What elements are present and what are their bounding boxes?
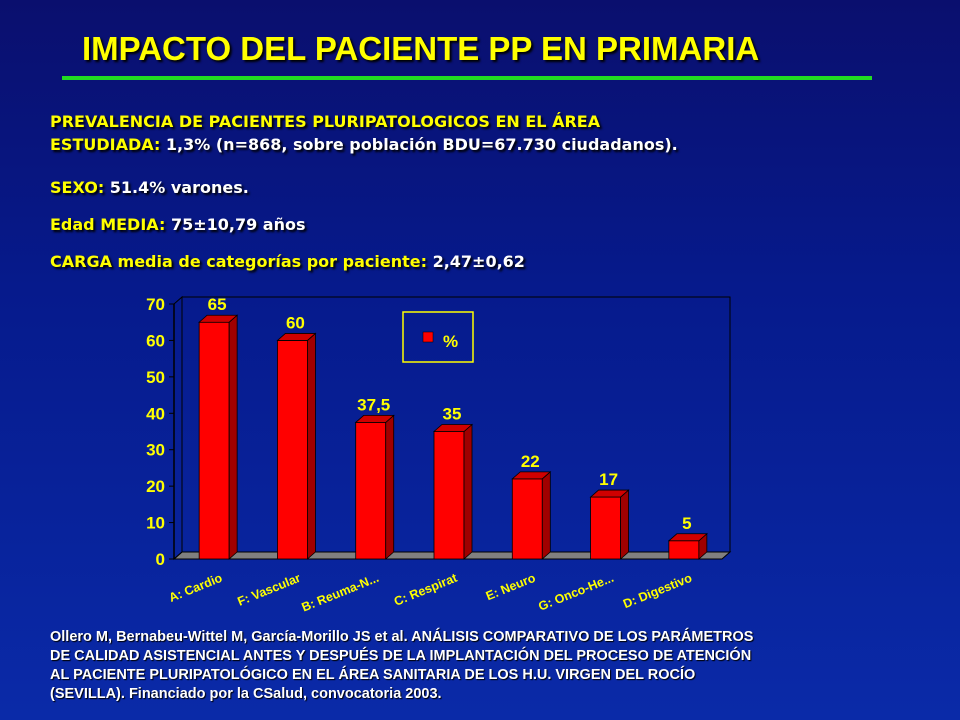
- bar-side: [228, 314, 238, 560]
- page-title: IMPACTO DEL PACIENTE PP EN PRIMARIA: [82, 30, 760, 67]
- bar: [668, 540, 700, 560]
- legend-label: %: [443, 332, 458, 351]
- x-tick-label: B: Reuma-N...: [300, 571, 381, 615]
- age-line: Edad MEDIA: 75±10,79 años: [50, 213, 890, 236]
- reference-line: DE CALIDAD ASISTENCIAL ANTES Y DESPUÉS D…: [50, 648, 752, 664]
- data-label: 5: [682, 514, 691, 533]
- y-tick-label: 0: [156, 550, 165, 569]
- bar-top: [432, 424, 474, 432]
- reference-line: AL PACIENTE PLURIPATOLÓGICO EN EL ÁREA S…: [50, 667, 696, 683]
- data-label: 17: [599, 470, 618, 489]
- age-label: Edad MEDIA:: [50, 215, 166, 234]
- sex-label: SEXO:: [50, 178, 105, 197]
- data-label: 60: [286, 313, 305, 332]
- x-tick-label: D: Digestivo: [621, 571, 694, 611]
- data-label: 37,5: [357, 395, 390, 414]
- bar-side: [620, 489, 629, 560]
- bar-top: [511, 471, 552, 480]
- x-tick-label: C: Respirat: [392, 570, 460, 608]
- prevalence-label-2: ESTUDIADA:: [50, 135, 161, 154]
- y-tick-label: 60: [146, 331, 165, 350]
- plot-side-wall: [173, 295, 183, 561]
- y-tick-label: 10: [146, 514, 165, 533]
- sex-value: 51.4% varones.: [104, 178, 249, 197]
- bar: [511, 478, 543, 560]
- bar-top: [198, 314, 239, 323]
- prevalence-label: PREVALENCIA DE PACIENTES PLURIPATOLOGICO…: [50, 112, 601, 131]
- reference-line: Ollero M, Bernabeu-Wittel M, García-Mori…: [50, 629, 754, 645]
- sex-line: SEXO: 51.4% varones.: [50, 176, 890, 199]
- y-tick-label: 40: [146, 404, 165, 423]
- data-label: 35: [443, 405, 462, 424]
- y-tick-label: 50: [146, 368, 165, 387]
- x-tick-label: A: Cardio: [167, 571, 225, 605]
- bar: [355, 421, 387, 560]
- bar: [590, 496, 621, 560]
- bar: [277, 340, 308, 560]
- load-line: CARGA media de categorías por paciente: …: [50, 250, 890, 273]
- age-value: 75±10,79 años: [165, 215, 306, 234]
- load-value: 2,47±0,62: [427, 252, 525, 271]
- bar-top: [354, 414, 395, 423]
- x-tick-label: F: Vascular: [235, 571, 302, 609]
- x-tick-label: G: Onco-He...: [536, 571, 615, 614]
- bar-side: [463, 423, 473, 560]
- y-tick-label: 70: [146, 295, 165, 314]
- bar: [198, 321, 230, 560]
- y-tick-label: 30: [146, 441, 165, 460]
- bar-top: [589, 489, 630, 498]
- x-tick-label: E: Neuro: [484, 571, 538, 604]
- load-label: CARGA media de categorías por paciente:: [50, 252, 427, 271]
- prevalence-block: PREVALENCIA DE PACIENTES PLURIPATOLOGICO…: [50, 110, 890, 156]
- y-tick-label: 20: [146, 477, 165, 496]
- bar-top: [276, 333, 317, 341]
- bar-side: [541, 470, 551, 560]
- prevalence-value: 1,3% (n=868, sobre población BDU=67.730 …: [160, 135, 678, 154]
- title-underline: [62, 76, 872, 80]
- bar: [433, 431, 465, 560]
- data-label: 22: [521, 452, 540, 471]
- bar-side: [307, 332, 316, 560]
- data-label: 65: [208, 295, 227, 314]
- reference-citation: Ollero M, Bernabeu-Wittel M, García-Mori…: [50, 628, 930, 704]
- reference-line: (SEVILLA). Financiado por la CSalud, con…: [50, 686, 442, 702]
- bar-top: [667, 533, 708, 542]
- bar-side: [385, 414, 395, 560]
- legend-box: [402, 311, 474, 363]
- legend-swatch: [422, 331, 434, 343]
